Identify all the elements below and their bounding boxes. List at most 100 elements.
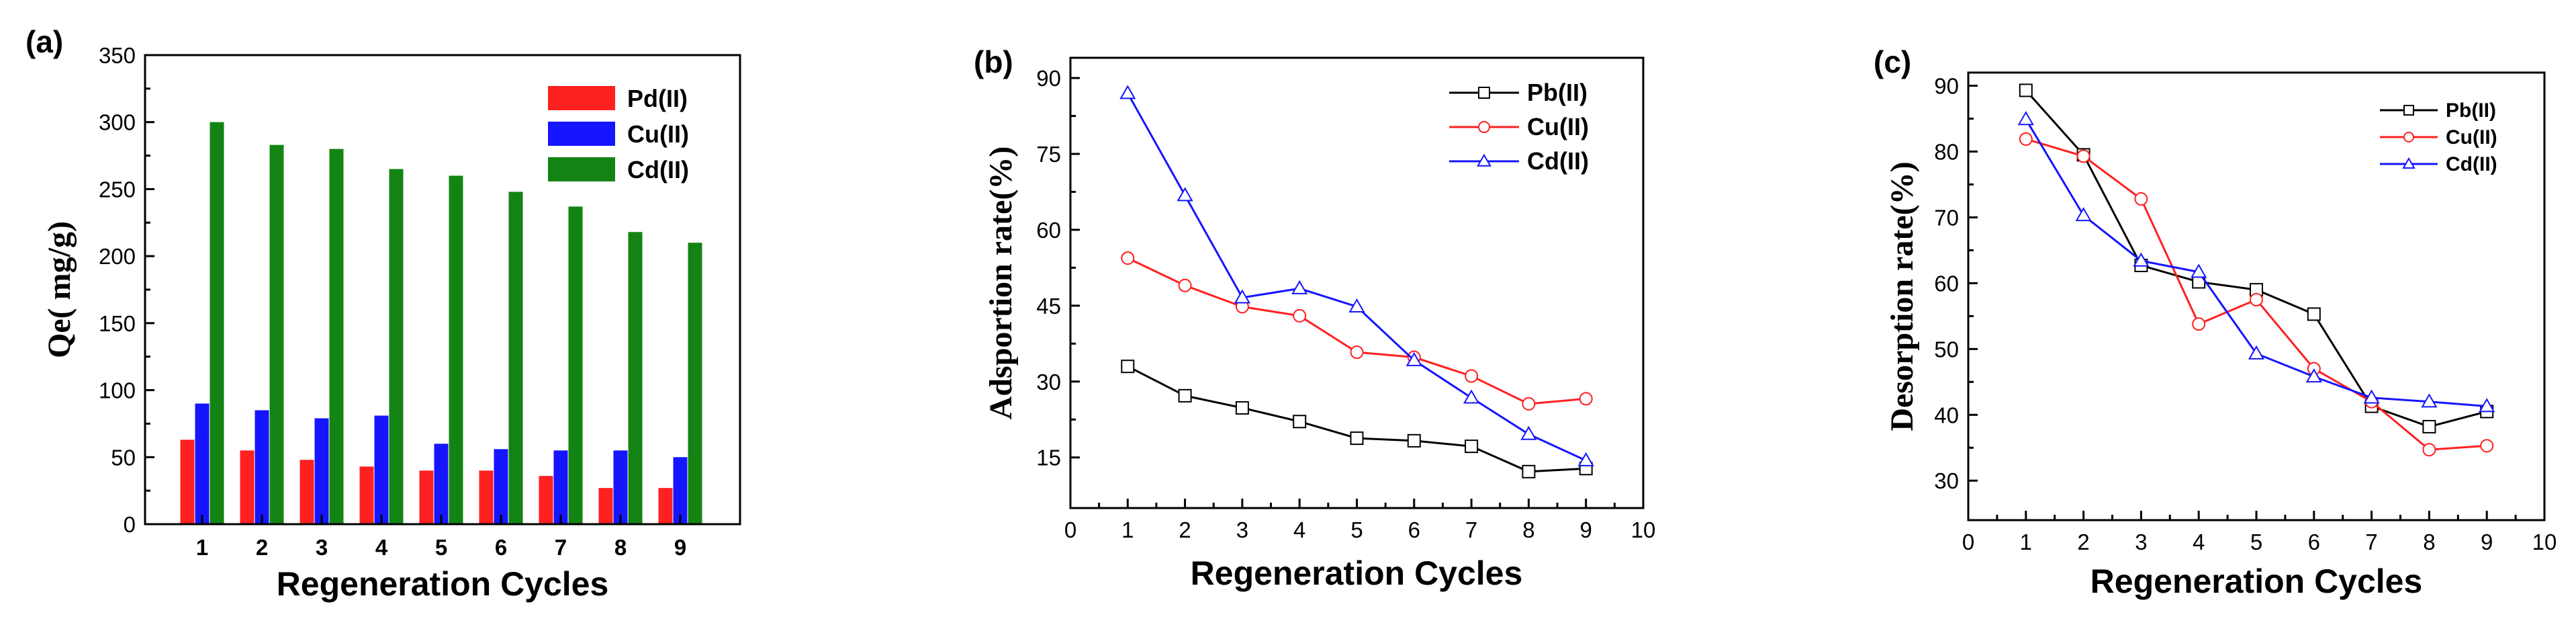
data-point-cdii-cycle-8 (2421, 393, 2438, 408)
legend-swatch-cdii (548, 157, 615, 181)
data-point-cdii-cycle-4 (1291, 280, 1308, 294)
panel-c-x-axis-title: Regeneration Cycles (2090, 562, 2423, 600)
y-tick-label: 70 (1934, 205, 1959, 230)
panel-a-bar-chart: (a) 0 50 100 150 200 250 300 350 1 2 3 4 5 6 7 8 9 Pd(II… (26, 24, 741, 603)
x-tick-label: 1 (196, 535, 208, 560)
data-point-cdii-cycle-3 (2133, 252, 2150, 267)
y-tick-label: 80 (1934, 140, 1959, 165)
y-tick-label: 50 (1934, 337, 1959, 362)
bar-cuii-cycle-4 (374, 415, 389, 524)
bar-pdii-cycle-2 (240, 450, 255, 524)
bar-pdii-cycle-7 (539, 476, 553, 524)
data-point-cdii-cycle-2 (1177, 187, 1193, 202)
x-tick-label: 1 (2020, 530, 2032, 554)
legend-label-pbii: Pb(II) (1527, 79, 1588, 106)
data-point-cuii-cycle-8 (2422, 443, 2436, 457)
y-tick-label: 60 (1934, 271, 1959, 296)
data-point-cdii-cycle-8 (1520, 425, 1537, 440)
legend-label-pbii: Pb(II) (2446, 99, 2496, 122)
data-point-cdii-cycle-6 (1406, 351, 1422, 366)
y-tick-label: 90 (1036, 66, 1061, 91)
data-point-pbii-cycle-6 (1407, 433, 1421, 448)
legend-marker-cuii (1478, 121, 1490, 133)
data-point-pbii-cycle-4 (1293, 415, 1307, 429)
data-point-cuii-cycle-2 (2076, 149, 2090, 163)
legend-marker-cdii (1477, 153, 1491, 167)
x-tick-label: 8 (1522, 517, 1534, 542)
x-tick-label: 9 (2481, 530, 2493, 554)
y-tick-label: 300 (99, 110, 136, 135)
y-tick-label: 50 (111, 445, 136, 470)
data-point-cuii-cycle-3 (2134, 192, 2148, 206)
x-tick-label: 8 (614, 535, 627, 560)
bar-cdii-cycle-5 (449, 175, 463, 524)
data-point-cdii-cycle-5 (1348, 298, 1365, 313)
bar-cuii-cycle-8 (613, 450, 628, 524)
legend-label-cdii: Cd(II) (2446, 153, 2497, 175)
x-tick-label: 3 (316, 535, 328, 560)
x-tick-label: 7 (555, 535, 567, 560)
data-point-pbii-cycle-2 (1178, 388, 1192, 403)
data-point-cdii-cycle-9 (2479, 398, 2495, 413)
x-tick-label: 1 (1121, 517, 1134, 542)
x-tick-label: 3 (1236, 517, 1248, 542)
panel-c-y-axis-title: Desorption rate(%) (1884, 161, 1920, 431)
panel-a-legend: Pd(II) Cu(II) Cd(II) (548, 85, 689, 183)
x-tick-label: 0 (1962, 530, 1974, 554)
data-point-pbii-cycle-5 (1350, 431, 1364, 446)
panel-b-x-axis-title: Regeneration Cycles (1191, 554, 1523, 592)
bar-cuii-cycle-7 (553, 450, 568, 524)
data-point-cuii-cycle-9 (1579, 392, 1593, 406)
y-tick-label: 45 (1036, 294, 1061, 319)
series-line-pbii (1127, 365, 1586, 473)
panel-c-ticks: 0 1 2 3 4 5 6 7 8 9 10 30 40 50 60 70 80 90 (1934, 74, 2557, 554)
x-tick-label: 9 (1580, 517, 1592, 542)
data-point-cdii-cycle-9 (1577, 452, 1594, 466)
bar-cdii-cycle-4 (389, 169, 404, 524)
x-tick-label: 10 (2532, 530, 2557, 554)
legend-label-cuii: Cu(II) (1527, 113, 1589, 140)
data-point-cuii-cycle-1 (1121, 251, 1135, 265)
data-point-cuii-cycle-2 (1178, 278, 1192, 292)
bar-cdii-cycle-7 (568, 206, 583, 524)
legend-marker-cuii (2403, 132, 2414, 142)
x-tick-label: 5 (435, 535, 447, 560)
legend-label-cdii: Cd(II) (627, 156, 689, 183)
bar-pdii-cycle-3 (300, 460, 314, 524)
legend-swatch-cuii (548, 122, 615, 146)
data-point-cuii-cycle-5 (1350, 345, 1364, 360)
panel-a-bars (180, 122, 702, 525)
y-tick-label: 30 (1036, 370, 1061, 394)
y-tick-label: 200 (99, 244, 136, 269)
bar-cdii-cycle-1 (210, 122, 224, 524)
y-tick-label: 0 (124, 512, 136, 537)
y-tick-label: 250 (99, 177, 136, 202)
data-point-cdii-cycle-4 (2191, 263, 2207, 278)
x-tick-label: 7 (2365, 530, 2377, 554)
panel-b-frame (1069, 56, 1645, 509)
data-point-cdii-cycle-7 (2363, 389, 2380, 404)
bar-cuii-cycle-5 (434, 444, 449, 524)
x-tick-label: 4 (2193, 530, 2205, 554)
y-tick-label: 15 (1036, 446, 1061, 470)
data-point-cdii-cycle-5 (2248, 345, 2265, 360)
legend-label-cuii: Cu(II) (2446, 126, 2497, 149)
y-tick-label: 30 (1934, 468, 1959, 493)
series-line-cdii (1126, 92, 1587, 462)
y-tick-label: 100 (99, 378, 136, 403)
panel-a-x-axis-title: Regeneration Cycles (277, 565, 609, 603)
bar-cuii-cycle-1 (195, 403, 210, 524)
legend-marker-pbii (2403, 105, 2414, 116)
panel-b-legend: Pb(II) Cu(II) Cd(II) (1449, 79, 1589, 175)
x-tick-label: 4 (1293, 517, 1305, 542)
series-line-cuii (1127, 257, 1586, 405)
data-point-cuii-cycle-8 (1522, 396, 1536, 411)
bar-pdii-cycle-8 (598, 488, 613, 524)
x-tick-label: 5 (2250, 530, 2262, 554)
data-point-pbii-cycle-1 (1121, 360, 1135, 374)
data-point-cuii-cycle-1 (2019, 132, 2033, 146)
x-tick-label: 9 (674, 535, 686, 560)
series-line-pbii (2025, 89, 2487, 428)
y-tick-label: 150 (99, 311, 136, 336)
x-tick-label: 4 (375, 535, 388, 560)
